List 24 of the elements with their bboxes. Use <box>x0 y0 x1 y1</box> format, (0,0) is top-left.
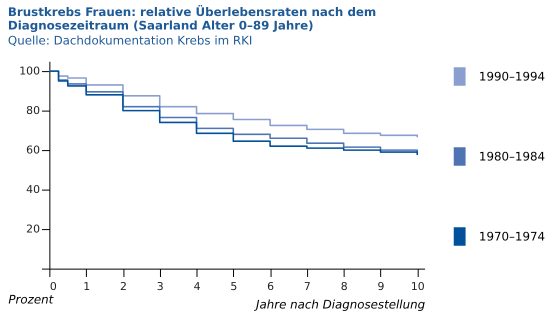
y-tick-label: 100 <box>19 64 40 78</box>
chart-subtitle: Quelle: Dachdokumentation Krebs im RKI <box>8 33 252 48</box>
y-tick-label: 40 <box>26 183 40 196</box>
x-tick-label: 7 <box>304 280 311 293</box>
legend-label: 1970–1974 <box>478 229 546 244</box>
x-tick-label: 8 <box>340 280 348 293</box>
x-tick-label: 6 <box>267 280 274 293</box>
x-tick-label: 10 <box>410 280 425 293</box>
x-tick-label: 1 <box>83 280 90 293</box>
y-tick-label: 80 <box>26 104 40 118</box>
y-axis-title: Prozent <box>8 292 54 307</box>
x-tick-label: 0 <box>50 280 57 293</box>
x-axis-title: Jahre nach Diagnosestellung <box>254 298 426 312</box>
legend-label: 1980–1984 <box>478 149 546 164</box>
x-tick-label: 3 <box>156 280 164 293</box>
x-tick-label: 2 <box>120 280 127 293</box>
y-tick-label: 60 <box>26 144 40 157</box>
x-tick-label: 5 <box>230 280 238 293</box>
x-tick-label: 4 <box>194 280 201 293</box>
text: Brustkrebs Frauen: relative Überlebensraten nach dem <box>8 4 376 19</box>
text: Diagnosezeitraum (Saarland Alter 0–89 Jahre) <box>8 18 314 33</box>
y-tick-label: 20 <box>26 222 40 236</box>
legend-label: 1990–1994 <box>478 69 546 84</box>
x-tick-label: 9 <box>377 280 384 293</box>
